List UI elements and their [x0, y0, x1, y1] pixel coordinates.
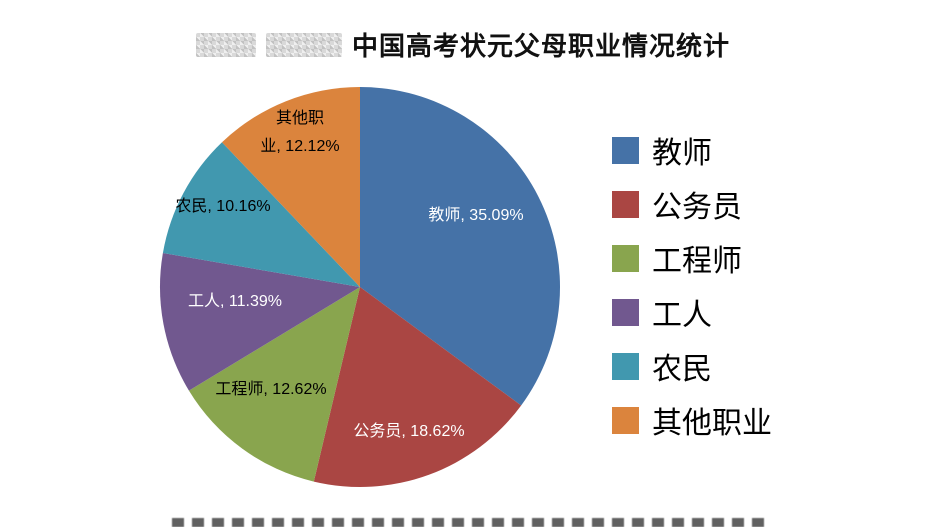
legend-label-engineer: 工程师 [652, 245, 742, 278]
legend-label-teacher: 教师 [652, 137, 712, 170]
legend-item-engineer[interactable]: 工程师 [612, 243, 772, 278]
pie-slice-engineer[interactable] [188, 287, 360, 482]
legend-item-other-occupation[interactable]: 其他职业 [612, 405, 772, 440]
chart-legend: 教师公务员工程师工人农民其他职业 [612, 135, 772, 459]
legend-item-worker[interactable]: 工人 [612, 297, 772, 332]
legend-swatch-civil-servant [612, 190, 639, 218]
pie-chart: 教师, 35.09% 公务员, 18.62% 工程师, 12.62% 工人, 1… [150, 77, 570, 497]
legend-label-civil-servant: 公务员 [652, 191, 742, 224]
legend-item-farmer[interactable]: 农民 [612, 351, 772, 386]
legend-item-teacher[interactable]: 教师 [612, 135, 772, 170]
legend-swatch-other-occupation [612, 406, 639, 434]
cropped-caption-fragment [172, 518, 772, 527]
legend-label-worker: 工人 [652, 299, 712, 332]
pie-slice-civil-servant[interactable] [313, 287, 522, 488]
censored-watermark-block-1 [195, 32, 256, 57]
chart-title-row: 中国高考状元父母职业情况统计 [0, 26, 926, 63]
legend-label-farmer: 农民 [652, 353, 712, 386]
legend-swatch-worker [612, 298, 639, 326]
pie-slice-worker[interactable] [159, 252, 360, 391]
pie-slice-farmer[interactable] [162, 142, 360, 287]
legend-swatch-engineer [612, 244, 639, 272]
legend-label-other-occupation: 其他职业 [652, 407, 772, 440]
pie-slice-other-occupation[interactable] [222, 87, 360, 287]
legend-swatch-teacher [612, 136, 639, 164]
pie-slice-teacher[interactable] [360, 87, 561, 406]
censored-watermark-block-2 [265, 32, 342, 57]
legend-item-civil-servant[interactable]: 公务员 [612, 189, 772, 224]
chart-title: 中国高考状元父母职业情况统计 [351, 31, 730, 61]
pie-svg [159, 87, 561, 488]
legend-swatch-farmer [612, 352, 639, 380]
